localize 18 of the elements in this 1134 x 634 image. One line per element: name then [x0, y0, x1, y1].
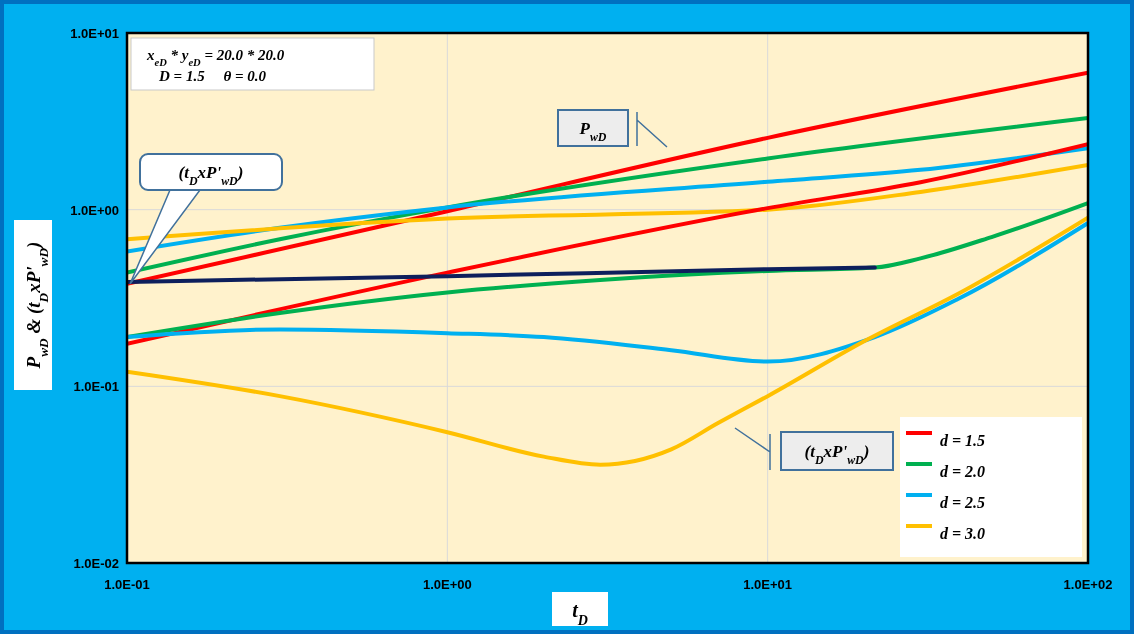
y-tick-label: 1.0E+00 — [70, 202, 119, 218]
annotation: P$_{wD}$ — [578, 119, 607, 144]
annotation: D = 1.5 θ = 0.0 — [158, 68, 267, 84]
y-tick-label: 1.0E-02 — [73, 556, 119, 571]
x-axis-title: t$_{D}$ — [572, 599, 588, 628]
legend-label: d = 1.5 — [940, 432, 986, 449]
y-tick-label: 1.0E-01 — [73, 379, 119, 395]
x-tick-label: 1.0E-01 — [104, 577, 150, 592]
annotation: (t$_{D}$xP'$_{wD}$) — [804, 442, 870, 467]
legend-label: d = 2.5 — [940, 494, 986, 511]
annotation: x$_{eD}$ * y$_{eD}$ = 20.0 * 20.0 — [146, 47, 285, 68]
legend-label: d = 2.0 — [940, 463, 986, 480]
annotation: (t$_{D}$xP'$_{wD}$) — [178, 163, 244, 188]
x-tick-label: 1.0E+02 — [1063, 577, 1113, 592]
x-tick-label: 1.0E+01 — [743, 577, 793, 592]
x-tick-label: 1.0E+00 — [422, 577, 472, 592]
legend-label: d = 3.0 — [940, 525, 986, 542]
y-tick-label: 1.0E+01 — [70, 26, 119, 41]
